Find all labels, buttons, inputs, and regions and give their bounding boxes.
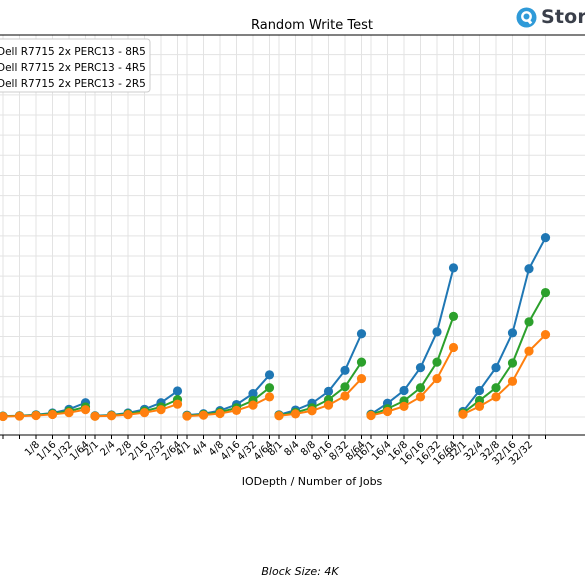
data-point [399,401,409,411]
data-point [415,362,426,373]
data-point [366,410,376,421]
data-point [491,383,501,393]
data-point [474,401,485,411]
data-point [356,329,367,339]
data-point [415,392,426,402]
x-tick-label: 8/4 [282,439,301,458]
data-point [323,386,334,396]
data-point [432,327,442,337]
data-point [415,383,426,393]
data-point [0,411,8,422]
data-point [264,392,275,402]
data-point [507,328,518,338]
data-point [31,410,41,421]
storagereview-logo-icon [516,7,537,27]
data-point [474,385,485,396]
data-point [64,408,74,418]
data-point [540,287,551,298]
data-point [264,383,275,393]
data-point [172,399,183,409]
data-point [156,405,166,415]
data-point [172,386,183,396]
legend-entry: Dell R7715 2x PERC13 - 8R5 [0,46,146,58]
legend-box [0,38,151,93]
data-point [491,362,501,373]
data-point [290,409,301,419]
chart-title: Random Write Test [251,18,373,33]
data-point [123,410,133,420]
data-point [524,264,534,274]
data-point [448,342,459,353]
data-point [323,400,334,410]
data-point [106,411,117,421]
data-point [182,411,192,421]
legend-entry: Dell R7715 2x PERC13 - 2R5 [0,78,146,90]
data-point [264,370,275,380]
data-point [307,406,317,416]
plot-frame [0,34,585,436]
series-line-segment [462,237,547,413]
block-size-note: Block Size: 4K [261,565,339,578]
brand-logo: Stora [516,6,585,28]
data-point [274,411,284,421]
data-point [90,411,100,421]
data-point [231,405,242,416]
data-point [248,400,258,410]
data-point [80,405,91,415]
data-point [448,263,459,273]
data-point [432,357,442,367]
data-point [356,357,367,367]
series-lines [0,233,551,422]
x-tick-labels: 1/81/161/321/642/12/42/82/162/322/644/14… [2,435,546,468]
x-tick-label: 4/4 [190,439,209,458]
data-point [248,388,258,399]
data-point [340,382,350,392]
data-point [47,409,58,420]
data-point [448,311,459,321]
series-1 [0,233,551,421]
data-point [340,365,350,375]
data-point [432,373,442,384]
data-point [382,406,393,417]
series-line-segment [370,267,455,416]
data-point [399,385,409,396]
data-point [14,411,25,421]
data-point [524,346,534,356]
data-point [198,410,209,420]
data-point [540,330,551,340]
x-tick-label: 2/4 [98,439,117,458]
data-point [356,373,367,384]
data-point [340,391,350,401]
data-point [139,408,150,418]
data-point [507,358,518,368]
data-point [215,408,225,419]
data-point [491,392,501,402]
data-point [524,317,534,327]
data-point [540,233,551,243]
gridlines [0,35,585,435]
data-point [507,376,518,386]
brand-logo-text: Stora [541,6,585,28]
x-axis-label: IODepth / Number of Jobs [242,475,383,488]
legend-entry: Dell R7715 2x PERC13 - 4R5 [0,62,146,74]
series-3 [0,330,551,422]
legend: Dell R7715 2x PERC13 - 8R5 Dell R7715 2x … [0,38,151,93]
data-point [458,409,468,419]
